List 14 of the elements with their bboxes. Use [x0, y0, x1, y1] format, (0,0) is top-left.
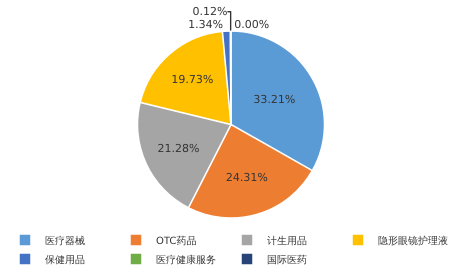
legend-label: 医疗器械 [45, 234, 85, 247]
legend-label: 保健用品 [45, 254, 85, 266]
legend-label: 隐形眼镜护理液 [378, 234, 448, 247]
legend-label: 国际医药 [267, 254, 307, 266]
text: 0.00% [234, 18, 270, 31]
data-label: 1.34% [188, 18, 224, 32]
data-label: 24.31% [226, 170, 268, 184]
legend-label: OTC药品 [156, 234, 196, 247]
data-label: 19.73% [171, 73, 214, 86]
legend-label: 计生用品 [267, 234, 307, 247]
data-label: 21.28% [158, 142, 200, 156]
legend-label: 医疗健康服务 [156, 254, 216, 266]
data-label: 33.21% [253, 92, 296, 106]
data-label: 0.12% [192, 5, 228, 18]
